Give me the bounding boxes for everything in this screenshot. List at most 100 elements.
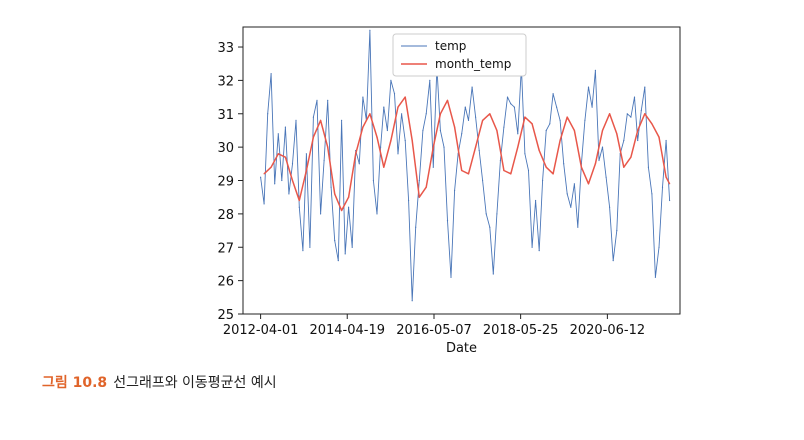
temp-point bbox=[348, 206, 350, 208]
temp-point bbox=[482, 179, 484, 182]
temp-point bbox=[591, 106, 593, 108]
temp-point bbox=[489, 226, 491, 228]
plot-frame bbox=[242, 26, 681, 315]
month-temp-point bbox=[587, 183, 590, 185]
month-temp-point bbox=[355, 153, 357, 155]
temp-point bbox=[531, 246, 533, 248]
month-temp-point bbox=[503, 169, 505, 172]
temp-point bbox=[637, 139, 639, 142]
temp-point bbox=[612, 260, 614, 262]
month-temp-point bbox=[320, 119, 322, 121]
y-tick-label: 31 bbox=[217, 108, 234, 123]
temp-point bbox=[429, 79, 431, 81]
temp-point bbox=[654, 276, 657, 278]
temp-point bbox=[386, 129, 388, 132]
month-temp-point bbox=[594, 163, 597, 165]
temp-point bbox=[397, 153, 399, 155]
y-tick-label: 30 bbox=[217, 141, 234, 156]
month-temp-point bbox=[270, 166, 272, 168]
temp-point bbox=[633, 96, 636, 98]
temp-point bbox=[658, 246, 660, 248]
month-temp-point bbox=[609, 113, 611, 115]
temp-point bbox=[260, 176, 262, 178]
temp-point bbox=[393, 93, 396, 95]
temp-point bbox=[651, 193, 653, 195]
temp-point bbox=[337, 260, 339, 262]
temp-point bbox=[408, 199, 410, 202]
month-temp-point bbox=[665, 176, 667, 178]
month-temp-point bbox=[298, 199, 300, 202]
temp-point bbox=[288, 193, 290, 195]
month-temp-point bbox=[538, 149, 540, 152]
temp-point bbox=[450, 276, 452, 278]
y-tick-label: 29 bbox=[217, 175, 234, 190]
temp-point bbox=[492, 273, 494, 275]
temp-point bbox=[401, 113, 403, 115]
figure-number: 그림 10.8 bbox=[42, 375, 108, 391]
temp-point bbox=[524, 153, 526, 155]
temp-point bbox=[496, 213, 498, 215]
temp-point bbox=[471, 86, 473, 88]
month-temp-point bbox=[425, 186, 427, 188]
month-temp-point bbox=[601, 129, 604, 132]
temp-point bbox=[372, 179, 374, 182]
legend: temp month_temp bbox=[392, 33, 527, 77]
legend-label-month-temp: month_temp bbox=[435, 57, 511, 71]
temp-point bbox=[323, 159, 325, 162]
temp-point bbox=[263, 203, 265, 205]
temp-point bbox=[535, 199, 537, 202]
temp-point bbox=[661, 186, 664, 188]
temp-point bbox=[542, 179, 544, 182]
month-temp-point bbox=[580, 166, 583, 168]
month-temp-point bbox=[545, 166, 547, 168]
temp-point bbox=[478, 149, 480, 152]
temp-point bbox=[587, 86, 590, 88]
temp-point bbox=[362, 96, 364, 98]
x-tick-label: 2014-04-19 bbox=[309, 323, 385, 338]
temp-point bbox=[295, 119, 297, 121]
legend-box bbox=[392, 33, 527, 77]
temp-point bbox=[291, 163, 294, 165]
month-temp-point bbox=[341, 209, 343, 212]
temp-point bbox=[464, 106, 466, 108]
temp-point bbox=[563, 163, 565, 165]
month-temp-point bbox=[489, 113, 491, 115]
month-temp-point bbox=[467, 173, 470, 175]
temp-point bbox=[594, 69, 597, 71]
temp-point bbox=[609, 206, 611, 208]
temp-point bbox=[538, 250, 540, 252]
temp-point bbox=[376, 213, 378, 215]
temp-point bbox=[573, 183, 576, 185]
y-tick-label: 25 bbox=[217, 308, 234, 323]
month-temp-point bbox=[637, 129, 639, 132]
x-tick-label: 2018-05-25 bbox=[483, 323, 559, 338]
temp-point bbox=[630, 116, 632, 118]
y-tick-label: 32 bbox=[217, 74, 234, 89]
temp-point bbox=[647, 166, 650, 168]
temp-point bbox=[665, 139, 667, 142]
month-temp-point bbox=[404, 96, 406, 98]
month-temp-point bbox=[496, 129, 498, 132]
temp-point bbox=[527, 169, 530, 172]
month-temp-point bbox=[623, 166, 625, 168]
temp-point bbox=[358, 163, 360, 165]
temp-point bbox=[513, 106, 516, 108]
month-temp-point bbox=[461, 169, 463, 172]
temp-point bbox=[334, 240, 336, 242]
temp-point bbox=[577, 226, 579, 228]
temp-point bbox=[454, 189, 456, 192]
temp-point bbox=[302, 250, 304, 252]
temp-point bbox=[549, 123, 551, 125]
x-axis: 2012-04-01 2014-04-19 2016-05-07 2018-05-25… bbox=[223, 314, 645, 338]
y-tick-label: 28 bbox=[217, 208, 234, 223]
month-temp-point bbox=[630, 156, 632, 158]
temp-point bbox=[330, 186, 332, 188]
temp-series-layer bbox=[260, 29, 671, 302]
temp-point bbox=[556, 106, 558, 108]
temp-point bbox=[418, 179, 420, 182]
temp-point bbox=[284, 126, 286, 128]
x-axis-label: Date bbox=[446, 341, 477, 356]
legend-label-temp: temp bbox=[435, 39, 466, 53]
temp-point bbox=[644, 86, 646, 88]
temp-point bbox=[327, 99, 329, 101]
